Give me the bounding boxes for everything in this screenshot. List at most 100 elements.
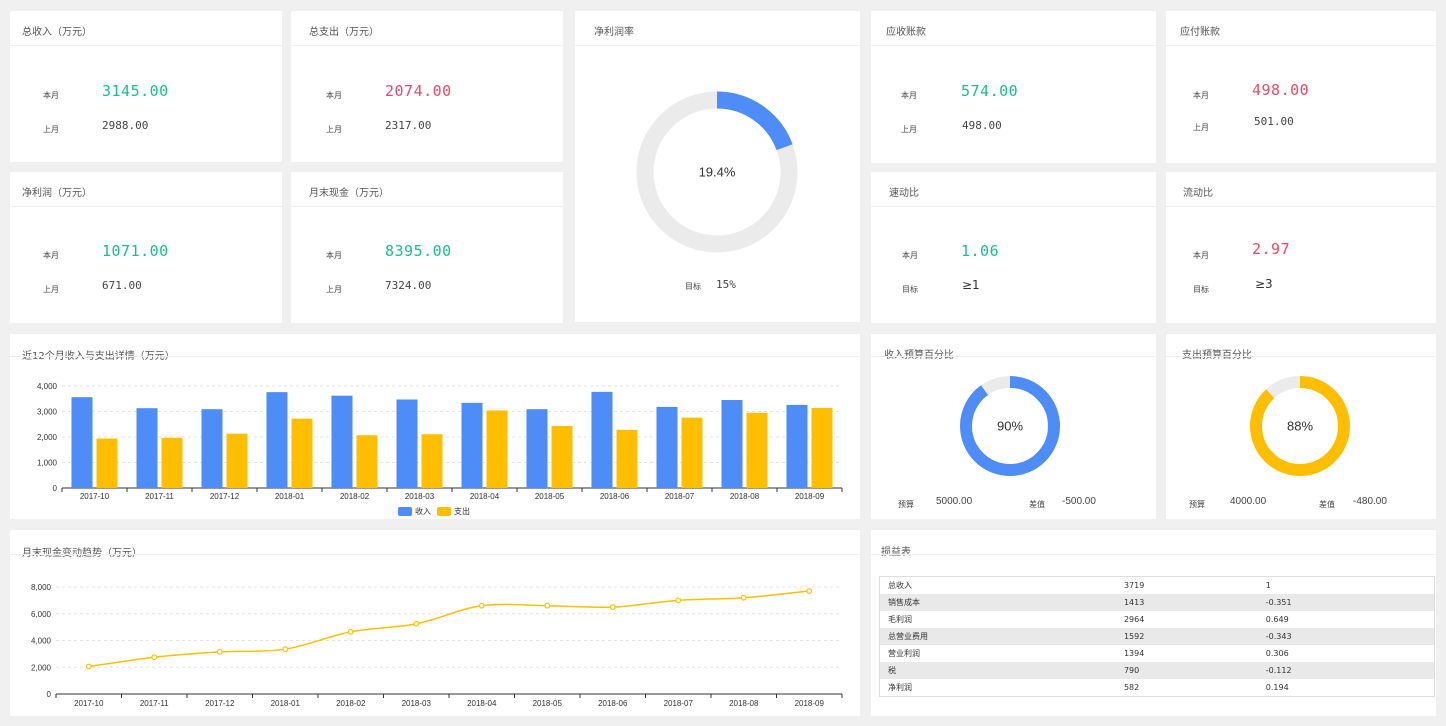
payable-card: 应付账款 本月 498.00 上月 501.00 xyxy=(1166,11,1436,163)
bar-expense[interactable] xyxy=(746,412,768,488)
table-cell: 0.306 xyxy=(1265,649,1289,658)
divider xyxy=(1166,45,1436,46)
prev-label: 上月 xyxy=(43,125,59,134)
table-cell: 1 xyxy=(1265,581,1271,590)
current-label: 本月 xyxy=(326,251,342,260)
table-cell: 0.649 xyxy=(1265,615,1289,624)
current-label: 本月 xyxy=(43,251,59,260)
table-cell: 3719 xyxy=(1123,581,1145,590)
data-point[interactable] xyxy=(478,602,485,609)
bar-income[interactable] xyxy=(721,400,743,488)
bar-expense[interactable] xyxy=(811,407,833,488)
card-title: 月末现金（万元） xyxy=(309,188,389,199)
card-title: 应付账款 xyxy=(1180,27,1220,38)
x-tick-label: 2018-06 xyxy=(600,492,630,501)
y-tick-label: 4,000 xyxy=(37,382,58,391)
table-cell: 790 xyxy=(1115,662,1258,679)
x-tick-label: 2018-09 xyxy=(795,699,825,708)
data-point[interactable] xyxy=(151,654,158,661)
divider xyxy=(871,554,1436,555)
bar-expense[interactable] xyxy=(161,437,183,488)
bar-expense[interactable] xyxy=(291,418,313,488)
bar-income[interactable] xyxy=(331,395,353,488)
bar-income[interactable] xyxy=(656,406,678,488)
y-tick-label: 2,000 xyxy=(37,433,58,442)
table-cell: 1592 xyxy=(1115,628,1258,645)
bar-expense[interactable] xyxy=(421,434,443,488)
bar-chart: 0 1,000 2,000 3,000 4,000 2017-10 2017-11 2017-… xyxy=(37,382,843,516)
divider xyxy=(10,45,282,46)
bar-expense[interactable] xyxy=(551,426,573,488)
card-title: 净利润（万元） xyxy=(22,188,92,199)
quick-ratio-card: 速动比 本月 1.06 目标 ≥1 xyxy=(871,172,1156,323)
donut-value: 19.4% xyxy=(699,164,736,179)
bar-income[interactable] xyxy=(526,409,548,488)
bar-expense[interactable] xyxy=(681,417,703,488)
target-label: 目标 xyxy=(1193,285,1209,294)
bar-income[interactable] xyxy=(396,399,418,488)
bar-income[interactable] xyxy=(786,404,808,488)
current-value: 498.00 xyxy=(1252,81,1310,99)
y-tick-label: 8,000 xyxy=(31,583,52,592)
target-value: ≥3 xyxy=(1255,277,1273,291)
bar-expense[interactable] xyxy=(96,438,118,488)
x-tick-label: 2018-02 xyxy=(340,492,370,501)
bar-income[interactable] xyxy=(201,409,223,488)
bar-income[interactable] xyxy=(71,397,93,488)
receivable-card: 应收账款 本月 574.00 上月 498.00 xyxy=(871,11,1156,163)
bar-expense[interactable] xyxy=(226,433,248,488)
prev-label: 上月 xyxy=(326,125,342,134)
x-tick-label: 2018-04 xyxy=(470,492,500,501)
prev-value: 7324.00 xyxy=(385,279,432,292)
donut-arc xyxy=(960,376,1060,476)
table-cell: 销售成本 xyxy=(879,594,1116,611)
diff-value: -480.00 xyxy=(1353,496,1387,507)
table-cell: 税 xyxy=(879,662,1116,679)
prev-value: 2988.00 xyxy=(102,119,149,132)
card-title: 流动比 xyxy=(1183,188,1213,199)
data-point[interactable] xyxy=(413,620,420,627)
y-tick-label: 0 xyxy=(53,484,58,493)
card-title: 总支出（万元） xyxy=(309,27,379,38)
bar-income[interactable] xyxy=(266,392,288,488)
data-point[interactable] xyxy=(85,663,92,670)
bar-income[interactable] xyxy=(136,408,158,488)
data-point[interactable] xyxy=(544,602,551,609)
table-row: 总收入 3719 1 xyxy=(880,577,1435,595)
prev-value: 501.00 xyxy=(1254,115,1294,128)
y-tick-label: 2,000 xyxy=(31,663,52,672)
bar-expense[interactable] xyxy=(356,435,378,488)
prev-label: 上月 xyxy=(43,285,59,294)
table-cell: -0.343 xyxy=(1257,628,1435,645)
data-point[interactable] xyxy=(282,646,289,653)
x-tick-label: 2017-10 xyxy=(80,492,110,501)
divider xyxy=(10,206,282,207)
table-row: 营业利润 1394 0.306 xyxy=(880,645,1435,662)
income-budget-donut: 90% xyxy=(960,376,1060,476)
y-tick-label: 1,000 xyxy=(37,459,58,468)
current-value: 2074.00 xyxy=(385,82,452,100)
bar-income[interactable] xyxy=(591,391,613,488)
table-cell: 营业利润 xyxy=(888,649,920,658)
data-point[interactable] xyxy=(806,588,813,594)
data-point[interactable] xyxy=(216,648,223,655)
bar-expense[interactable] xyxy=(616,429,638,488)
table-row: 总营业费用 1592 -0.343 xyxy=(879,628,1435,645)
current-label: 本月 xyxy=(901,91,917,100)
y-tick-label: 3,000 xyxy=(37,408,58,417)
pl-table-card: 损益表 总收入 3719 1 销售成本 1413 -0.351 毛利润 2964 0.649 总营… xyxy=(871,530,1436,716)
data-point[interactable] xyxy=(675,597,682,604)
table-cell: -0.351 xyxy=(1257,594,1435,611)
divider xyxy=(291,45,563,46)
data-point[interactable] xyxy=(740,594,747,601)
line-chart: 0 2,000 4,000 6,000 8,000 2017-10 2017-11 2017-… xyxy=(31,583,843,708)
x-tick-label: 2017-12 xyxy=(205,699,235,708)
table-cell: 净利润 xyxy=(888,683,912,692)
data-point[interactable] xyxy=(347,628,354,635)
bar-expense[interactable] xyxy=(486,410,508,488)
current-label: 本月 xyxy=(902,251,918,260)
budget-label: 预算 xyxy=(1189,500,1205,509)
data-point[interactable] xyxy=(609,604,616,610)
net-margin-card: 净利润率 19.4% 目标 15% xyxy=(575,11,860,322)
bar-income[interactable] xyxy=(461,402,483,488)
